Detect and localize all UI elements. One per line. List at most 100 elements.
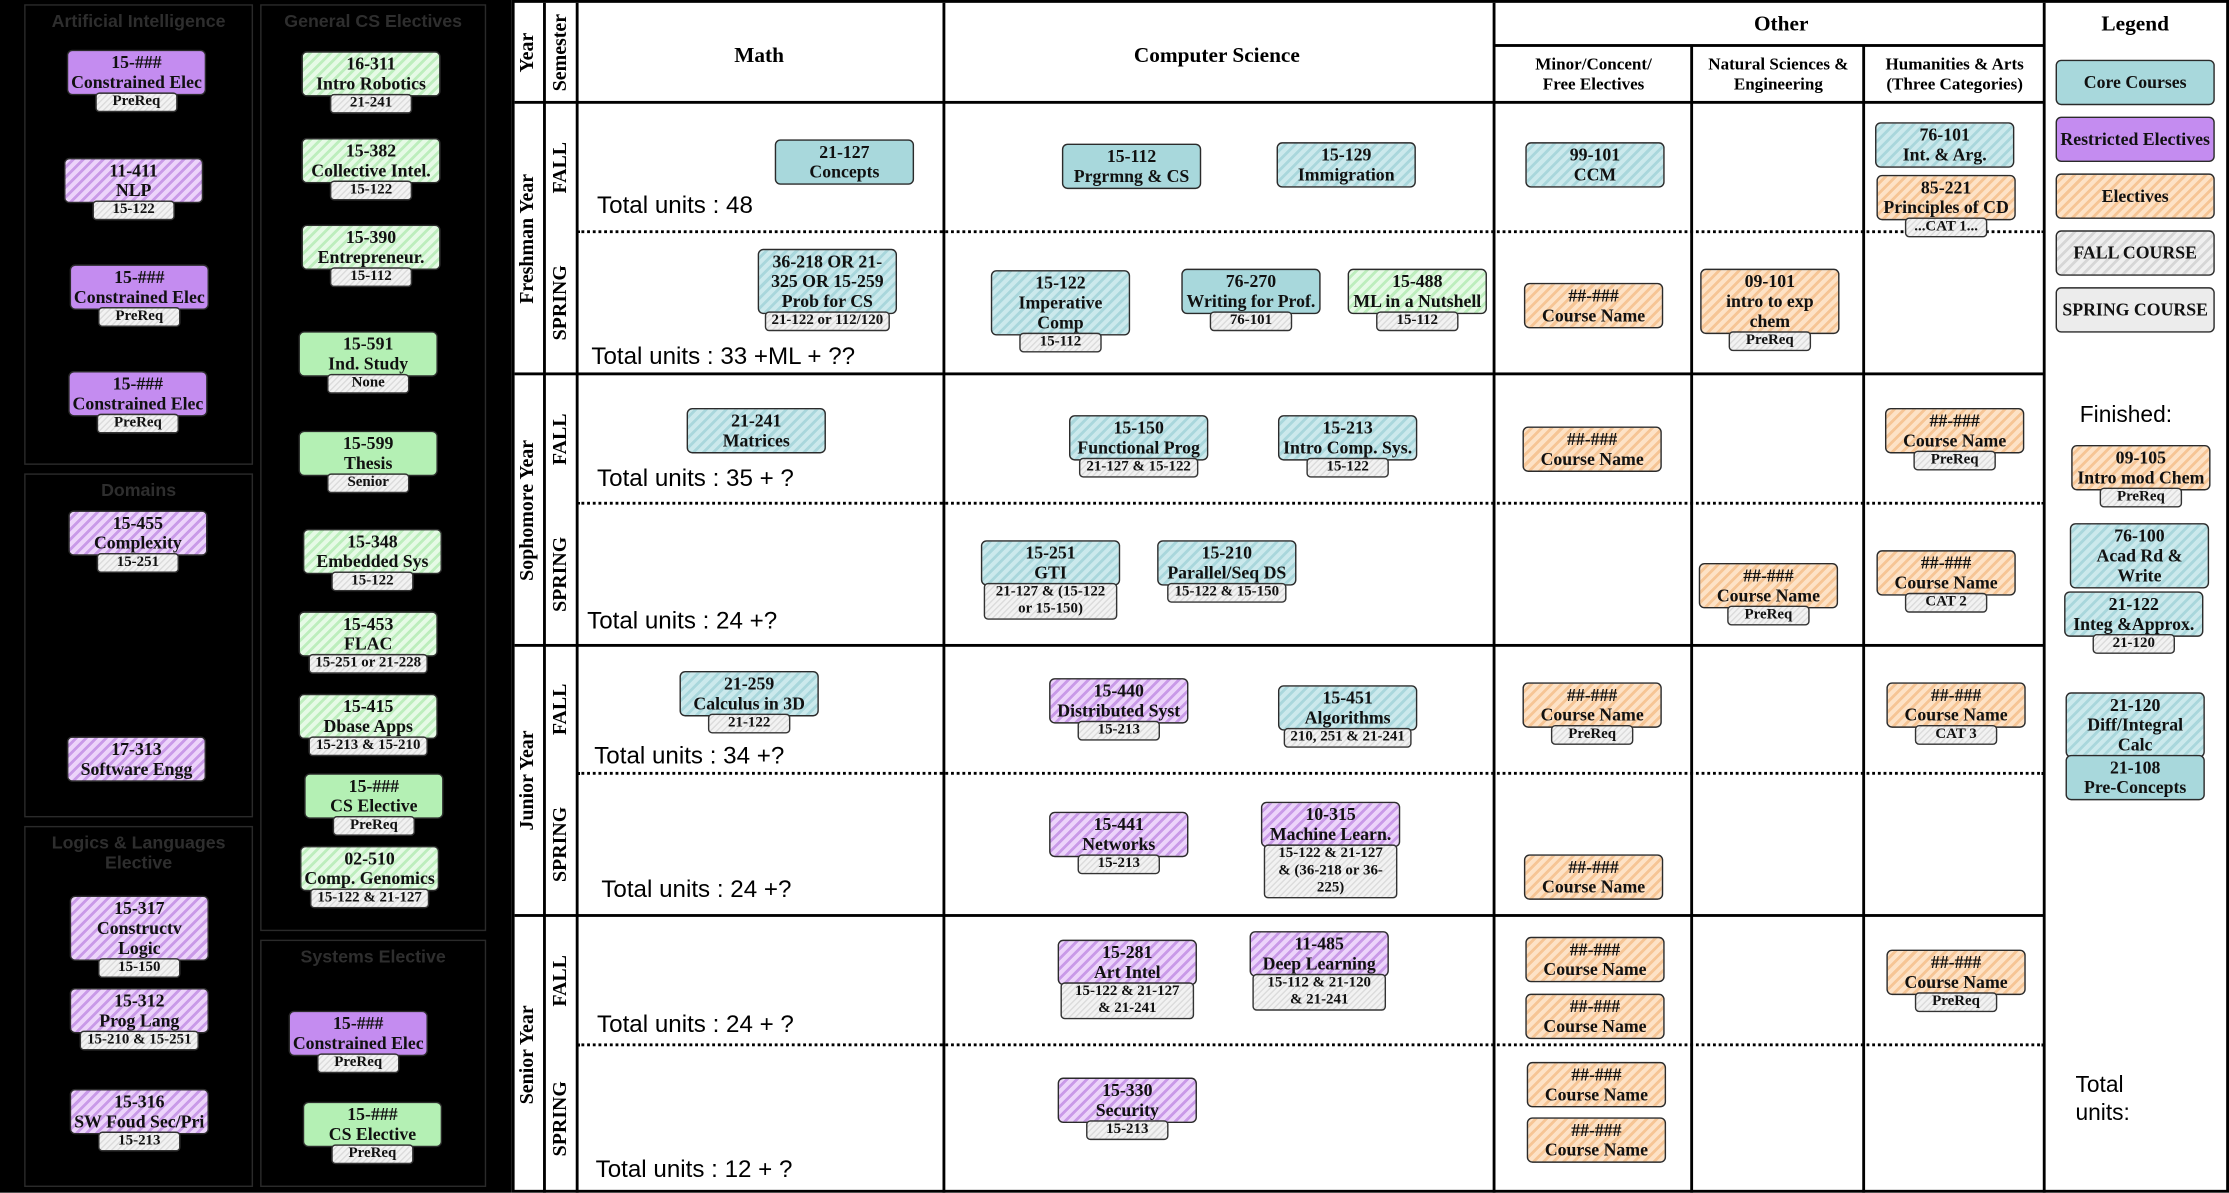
course-name: Constrained Elec xyxy=(292,1033,424,1054)
course-code: 17-313 xyxy=(111,739,162,760)
header-other: Other xyxy=(1753,13,1809,37)
course-prereq: CAT 2 xyxy=(1904,592,1988,613)
year-label: Sophomore Year xyxy=(517,439,539,581)
course-code: ##-### xyxy=(1568,857,1619,878)
year-label: Junior Year xyxy=(517,730,539,831)
course-card: ##-### Course Name PreReq xyxy=(1884,407,2025,471)
semester-label: FALL xyxy=(550,954,572,1006)
row-line xyxy=(514,643,2045,647)
course-code: 02-510 xyxy=(344,848,395,869)
course-box: 15-150 Functional Prog xyxy=(1069,415,1209,461)
legend-label: Electives xyxy=(2101,186,2169,207)
total-units-label: Total units: xyxy=(2075,1073,2130,1126)
course-prereq: 15-112 & 21-120 & 21-241 xyxy=(1252,973,1387,1011)
course-code: 15-488 xyxy=(1392,271,1443,292)
legend-label: Restricted Electives xyxy=(2060,129,2210,150)
finished-title: Finished: xyxy=(2079,403,2173,428)
course-code: 15-453 xyxy=(342,614,394,635)
course-box: 15-451 Algorithms xyxy=(1277,685,1418,731)
course-card: 15-390 Entrepreneur. 15-112 xyxy=(301,224,441,288)
total-units: Total units : 34 +? xyxy=(594,742,785,770)
course-code: 21-120 xyxy=(2109,695,2161,716)
course-code: 15-150 xyxy=(1113,417,1164,438)
course-name: Entrepreneur. xyxy=(317,247,425,268)
semester-label: FALL xyxy=(550,412,572,465)
course-name: Course Name xyxy=(1904,705,2008,725)
course-code: 15-455 xyxy=(112,513,164,534)
sidebar-panel: General CS Electives xyxy=(260,4,487,932)
course-card: 15-382 Collective Intel. 15-122 xyxy=(301,137,441,201)
course-prereq: PreReq xyxy=(1913,450,1996,471)
semester-label: FALL xyxy=(550,683,572,736)
course-box: 15-### Constrained Elec xyxy=(66,49,207,96)
course-code: ##-### xyxy=(1930,685,1982,706)
course-card: 76-101 Int. & Arg. xyxy=(1875,122,2015,168)
course-prereq: PreReq xyxy=(95,92,178,113)
course-prereq: Senior xyxy=(326,473,410,494)
course-card: 15-213 Intro Comp. Sys. 15-122 xyxy=(1277,415,1418,478)
course-prereq: 15-112 xyxy=(329,267,413,288)
course-name: CS Elective xyxy=(330,796,418,816)
course-name: Art Intel xyxy=(1093,962,1161,983)
course-code: ##-### xyxy=(1920,552,1972,573)
row-line xyxy=(1494,44,2045,47)
course-name: Int. & Arg. xyxy=(1902,144,1987,165)
course-name: Course Name xyxy=(1543,959,1647,980)
course-card: 10-315 Machine Learn. 15-122 & 21-127 & (3… xyxy=(1260,801,1401,899)
course-name: Distributed Syst xyxy=(1057,700,1181,721)
course-card: 21-108 Pre-Concepts xyxy=(2065,754,2205,801)
course-box: 76-270 Writing for Prof. xyxy=(1181,268,1321,315)
course-card: 21-259 Calculus in 3D 21-122 xyxy=(679,670,819,734)
course-code: 15-### xyxy=(114,267,165,288)
course-name: Diff/Integral Calc xyxy=(2087,715,2184,755)
course-code: 15-251 xyxy=(1025,543,1076,563)
course-card: ##-### Course Name PreReq xyxy=(1886,949,2026,1013)
course-box: 21-127 Concepts xyxy=(774,139,915,185)
course-code: 15-382 xyxy=(345,140,397,161)
course-card: 15-440 Distributed Syst 15-213 xyxy=(1049,678,1189,741)
course-code: 15-330 xyxy=(1102,1080,1153,1101)
course-box: Electives xyxy=(2055,173,2215,219)
course-box: 15-### CS Elective xyxy=(302,1101,443,1148)
course-name: CS Elective xyxy=(328,1124,417,1145)
column-line xyxy=(1492,2,1496,1193)
course-code: 76-270 xyxy=(1225,271,1277,292)
course-box: ##-### Course Name xyxy=(1522,426,1662,472)
semester-line xyxy=(577,771,2045,775)
course-code: 15-122 xyxy=(1035,272,1086,293)
course-card: ##-### Course Name PreReq xyxy=(1698,562,1839,626)
course-card: 15-451 Algorithms 210, 251 & 21-241 xyxy=(1277,685,1418,748)
course-prereq: PreReq xyxy=(332,815,416,836)
course-name: Course Name xyxy=(1544,1084,1648,1105)
course-prereq: 15-122 xyxy=(331,571,414,592)
course-card: 21-127 Concepts xyxy=(774,139,915,185)
total-units: Total units : 24 + ? xyxy=(597,1010,794,1038)
course-box: 36-218 OR 21-325 OR 15-259 Prob for CS xyxy=(757,248,898,315)
course-box: ##-### Course Name xyxy=(1525,993,1665,1040)
course-prereq: 76-101 xyxy=(1209,311,1293,332)
course-code: 15-213 xyxy=(1322,417,1373,438)
course-box: 09-105 Intro mod Chem xyxy=(2071,444,2211,491)
course-box: 15-441 Networks xyxy=(1049,811,1189,858)
course-prereq: PreReq xyxy=(331,1144,414,1165)
course-card: Electives xyxy=(2055,173,2215,219)
course-box: ##-### Course Name xyxy=(1876,550,2016,596)
course-name: Course Name xyxy=(1544,1140,1648,1160)
course-card: Core Courses xyxy=(2055,59,2215,106)
course-code: 21-241 xyxy=(731,410,782,431)
course-code: 15-390 xyxy=(345,227,397,248)
course-card: 15-129 Immigration xyxy=(1276,142,1416,188)
course-card: Restricted Electives xyxy=(2055,116,2215,163)
course-code: 16-311 xyxy=(346,54,396,74)
course-card: 16-311 Intro Robotics 21-241 xyxy=(301,51,441,114)
column-line xyxy=(1690,45,1694,1193)
course-box: 11-485 Deep Learning xyxy=(1249,931,1389,977)
course-code: 15-281 xyxy=(1102,942,1153,963)
course-prereq: 15-112 xyxy=(1376,311,1459,332)
course-name: Course Name xyxy=(1904,972,2008,993)
course-card: ##-### Course Name PreReq xyxy=(1522,682,1662,745)
sidebar-panel: Logics & Languages Elective xyxy=(24,825,254,1188)
course-name: Calculus in 3D xyxy=(693,693,805,714)
course-card: 21-241 Matrices xyxy=(686,407,826,454)
